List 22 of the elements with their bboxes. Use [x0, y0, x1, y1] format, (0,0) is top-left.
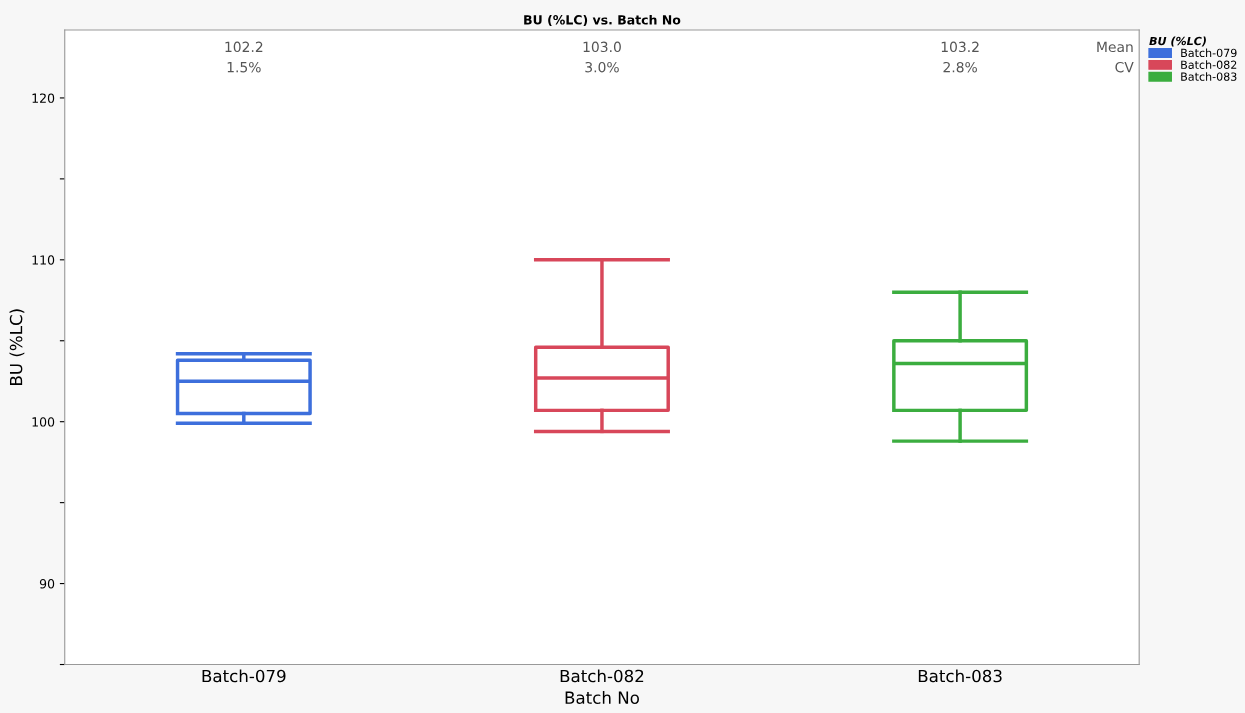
- legend-label: Batch-082: [1181, 60, 1237, 69]
- x-tick-label: Batch-083: [918, 669, 1002, 683]
- legend-title: BU (%LC): [1149, 36, 1206, 47]
- legend-label: Batch-079: [1181, 48, 1237, 58]
- annotation: 103.2: [941, 41, 979, 53]
- annotation: 102.2: [225, 41, 263, 53]
- y-tick-label: 90: [39, 579, 55, 589]
- y-axis-title: BU (%LC): [9, 309, 25, 385]
- annotation: CV: [1115, 61, 1134, 73]
- annotation: 103.0: [583, 41, 621, 53]
- y-tick-label: 110: [32, 255, 55, 265]
- legend-label: Batch-083: [1181, 72, 1237, 81]
- x-tick-label: Batch-082: [560, 669, 644, 683]
- annotation: Mean: [1097, 41, 1133, 53]
- y-tick-label: 120: [32, 93, 55, 103]
- annotation: 3.0%: [585, 61, 619, 73]
- annotation: 2.8%: [943, 61, 977, 73]
- x-axis-title: Batch No: [565, 691, 639, 704]
- x-tick-label: Batch-079: [202, 669, 286, 683]
- y-tick-label: 100: [32, 417, 55, 427]
- chart-title: BU (%LC) vs. Batch No: [524, 14, 681, 27]
- annotation: 1.5%: [227, 61, 261, 73]
